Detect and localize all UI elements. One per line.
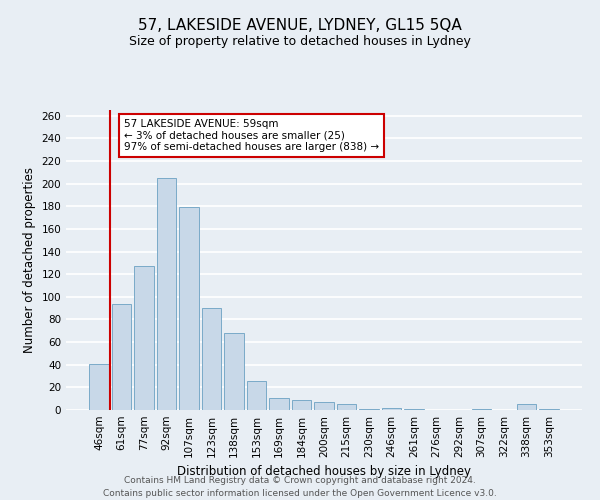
Bar	[112, 304, 131, 410]
Text: 57, LAKESIDE AVENUE, LYDNEY, GL15 5QA: 57, LAKESIDE AVENUE, LYDNEY, GL15 5QA	[138, 18, 462, 32]
Bar	[247, 380, 266, 410]
Bar	[157, 178, 176, 410]
Text: Size of property relative to detached houses in Lydney: Size of property relative to detached ho…	[129, 35, 471, 48]
Bar	[382, 408, 401, 410]
Bar	[134, 266, 154, 410]
Text: 57 LAKESIDE AVENUE: 59sqm
← 3% of detached houses are smaller (25)
97% of semi-d: 57 LAKESIDE AVENUE: 59sqm ← 3% of detach…	[124, 119, 379, 152]
Bar	[539, 409, 559, 410]
Bar	[337, 404, 356, 410]
X-axis label: Distribution of detached houses by size in Lydney: Distribution of detached houses by size …	[177, 466, 471, 478]
Bar	[224, 333, 244, 410]
Bar	[292, 400, 311, 410]
Bar	[359, 409, 379, 410]
Y-axis label: Number of detached properties: Number of detached properties	[23, 167, 36, 353]
Bar	[517, 404, 536, 410]
Text: Contains HM Land Registry data © Crown copyright and database right 2024.
Contai: Contains HM Land Registry data © Crown c…	[103, 476, 497, 498]
Bar	[404, 409, 424, 410]
Bar	[89, 364, 109, 410]
Bar	[314, 402, 334, 410]
Bar	[179, 208, 199, 410]
Bar	[269, 398, 289, 410]
Bar	[202, 308, 221, 410]
Bar	[472, 409, 491, 410]
